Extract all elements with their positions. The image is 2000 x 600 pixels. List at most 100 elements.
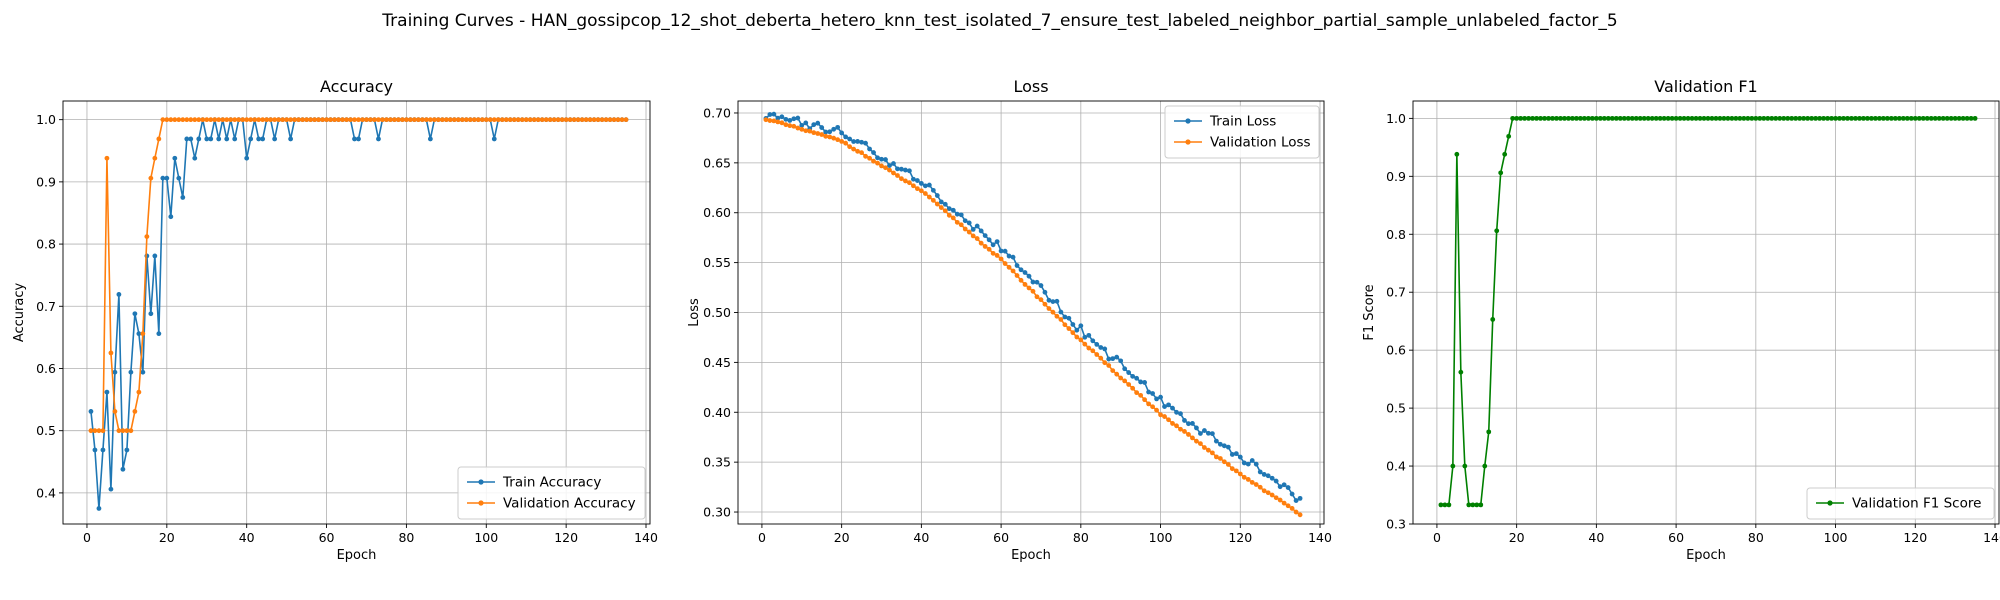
data-point bbox=[376, 117, 381, 123]
data-point bbox=[1138, 379, 1144, 385]
data-point bbox=[1896, 115, 1902, 121]
data-point bbox=[1438, 502, 1444, 508]
data-point bbox=[439, 117, 445, 123]
data-point bbox=[783, 122, 789, 128]
data-point bbox=[1178, 411, 1183, 417]
data-point bbox=[1058, 309, 1064, 315]
data-point bbox=[1114, 354, 1120, 360]
data-point bbox=[296, 117, 301, 123]
data-point bbox=[164, 117, 170, 123]
x-tick-label: 20 bbox=[834, 530, 850, 545]
data-point bbox=[1034, 279, 1040, 285]
data-point bbox=[855, 148, 860, 154]
data-point bbox=[1518, 115, 1524, 121]
data-point bbox=[1261, 488, 1267, 494]
data-point bbox=[1054, 313, 1060, 319]
data-point bbox=[867, 155, 872, 161]
data-point bbox=[875, 160, 880, 166]
x-tick-label: 40 bbox=[239, 530, 255, 545]
data-point bbox=[443, 117, 449, 123]
data-point bbox=[1269, 492, 1275, 498]
data-point bbox=[236, 117, 242, 123]
data-point bbox=[180, 117, 186, 123]
x-axis-label: Epoch bbox=[1686, 548, 1726, 563]
y-axis-label: F1 Score bbox=[1362, 284, 1377, 340]
data-point bbox=[328, 117, 333, 123]
series-train-accuracy bbox=[88, 117, 629, 511]
data-point bbox=[1880, 115, 1886, 121]
data-point bbox=[807, 128, 813, 134]
data-point bbox=[847, 136, 853, 142]
data-point bbox=[352, 117, 357, 123]
data-point bbox=[1146, 401, 1151, 407]
data-point bbox=[994, 239, 1000, 244]
data-point bbox=[843, 140, 849, 146]
data-point bbox=[252, 117, 258, 123]
data-point bbox=[479, 117, 485, 123]
x-tick-label: 120 bbox=[554, 530, 578, 545]
data-point bbox=[356, 117, 361, 123]
data-point bbox=[1030, 288, 1036, 294]
data-point bbox=[827, 134, 833, 140]
data-point bbox=[1753, 115, 1759, 121]
legend: Validation F1 Score bbox=[1806, 487, 1995, 520]
data-point bbox=[1554, 115, 1559, 121]
legend-label: Validation Loss bbox=[1210, 135, 1311, 151]
x-tick-label: 100 bbox=[474, 530, 498, 545]
data-point bbox=[1873, 115, 1878, 121]
data-point bbox=[1110, 356, 1116, 362]
data-point bbox=[767, 118, 773, 123]
data-point bbox=[1442, 502, 1448, 508]
data-point bbox=[771, 111, 777, 117]
data-point bbox=[415, 117, 421, 123]
x-tick-label: 80 bbox=[1748, 530, 1764, 545]
data-point bbox=[966, 220, 972, 226]
data-point bbox=[795, 115, 801, 121]
data-point bbox=[986, 237, 992, 243]
y-tick-label: 0.4 bbox=[1386, 459, 1406, 474]
data-point bbox=[1454, 151, 1460, 157]
plot-frame bbox=[1412, 100, 2000, 525]
data-point bbox=[112, 409, 118, 414]
legend-label: Validation Accuracy bbox=[503, 496, 636, 512]
data-point bbox=[998, 256, 1004, 262]
data-point bbox=[1273, 495, 1279, 501]
data-point bbox=[1462, 463, 1468, 469]
data-point bbox=[352, 136, 357, 142]
data-point bbox=[891, 161, 896, 166]
data-point bbox=[1158, 394, 1163, 400]
data-point bbox=[1570, 115, 1575, 121]
data-point bbox=[1102, 346, 1108, 352]
data-point bbox=[895, 166, 900, 172]
data-point bbox=[1285, 485, 1291, 490]
data-point bbox=[763, 117, 769, 123]
data-point bbox=[136, 389, 142, 395]
data-point bbox=[946, 206, 952, 212]
data-point bbox=[1665, 115, 1671, 121]
data-point bbox=[775, 115, 781, 121]
data-point bbox=[1865, 115, 1870, 121]
data-point bbox=[974, 236, 980, 241]
data-point bbox=[1070, 322, 1076, 327]
data-point bbox=[491, 117, 497, 123]
data-point bbox=[216, 117, 222, 123]
data-point bbox=[1154, 396, 1159, 402]
data-point bbox=[1198, 441, 1203, 446]
series-train-loss bbox=[763, 111, 1303, 503]
data-point bbox=[100, 447, 106, 453]
data-point bbox=[1026, 285, 1032, 291]
data-point bbox=[950, 207, 956, 213]
data-point bbox=[1510, 115, 1516, 121]
data-point bbox=[1209, 450, 1215, 456]
y-tick-label: 0.6 bbox=[1386, 343, 1406, 358]
x-tick-label: 140 bbox=[1308, 530, 1332, 545]
data-point bbox=[312, 117, 317, 123]
y-tick-label: 0.5 bbox=[36, 423, 56, 438]
data-point bbox=[380, 117, 385, 123]
data-point bbox=[982, 244, 988, 249]
data-point bbox=[1233, 451, 1239, 457]
data-point bbox=[427, 117, 433, 123]
data-point bbox=[1713, 115, 1719, 121]
grid bbox=[738, 101, 1324, 524]
